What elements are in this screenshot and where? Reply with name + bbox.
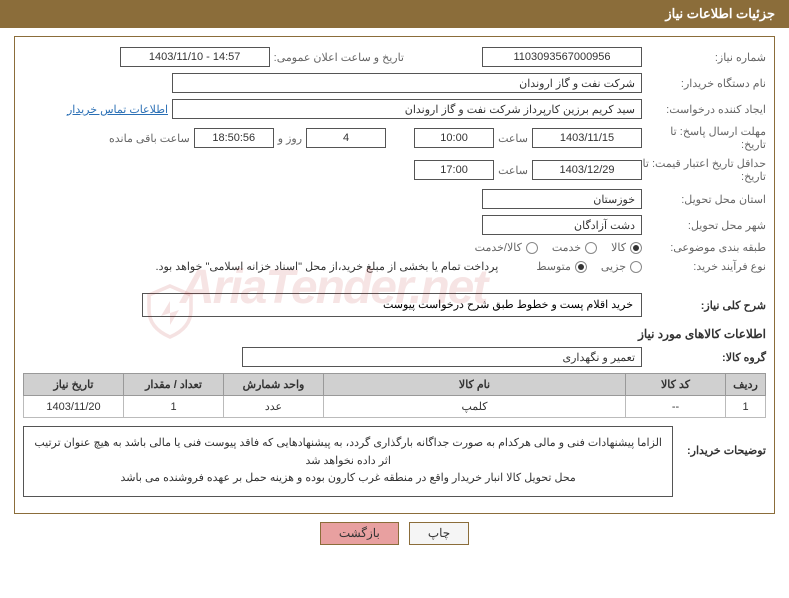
buyer-org-label: نام دستگاه خریدار:: [646, 77, 766, 90]
days-label: روز و: [278, 132, 302, 145]
form-panel: شماره نیاز: 1103093567000956 تاریخ و ساع…: [14, 36, 775, 514]
notes-line2: محل تحویل کالا انبار خریدار واقع در منطق…: [32, 470, 664, 488]
validity-time-value: 17:00: [414, 160, 494, 180]
items-section-title: اطلاعات کالاهای مورد نیاز: [23, 327, 766, 341]
contact-link[interactable]: اطلاعات تماس خریدار: [67, 103, 168, 116]
radio-goods-input[interactable]: [630, 242, 642, 254]
validity-date-value: 1403/12/29: [532, 160, 642, 180]
radio-medium[interactable]: متوسط: [536, 260, 587, 273]
city-label: شهر محل تحویل:: [646, 219, 766, 232]
th-row: ردیف: [726, 374, 766, 396]
announce-date-label: تاریخ و ساعت اعلان عمومی:: [274, 51, 404, 64]
province-label: استان محل تحویل:: [646, 193, 766, 206]
back-button[interactable]: بازگشت: [320, 522, 399, 545]
requester-value: سید کریم برزین کارپرداز شرکت نفت و گاز ا…: [172, 99, 642, 119]
items-table: ردیف کد کالا نام کالا واحد شمارش تعداد /…: [23, 373, 766, 418]
need-number-value: 1103093567000956: [482, 47, 642, 67]
page-header: جزئیات اطلاعات نیاز: [0, 0, 789, 28]
validity-label: حداقل تاریخ اعتبار قیمت: تا تاریخ:: [646, 157, 766, 183]
page-title: جزئیات اطلاعات نیاز: [665, 6, 775, 21]
th-unit: واحد شمارش: [224, 374, 324, 396]
deadline-time-value: 10:00: [414, 128, 494, 148]
deadline-label: مهلت ارسال پاسخ: تا تاریخ:: [646, 125, 766, 151]
radio-service-input[interactable]: [585, 242, 597, 254]
cell-need-date: 1403/11/20: [24, 396, 124, 418]
remaining-label: ساعت باقی مانده: [109, 132, 190, 145]
print-button[interactable]: چاپ: [409, 522, 469, 545]
radio-goods[interactable]: کالا: [611, 241, 642, 254]
countdown-value: 18:50:56: [194, 128, 274, 148]
button-bar: چاپ بازگشت: [0, 522, 789, 545]
group-value: تعمیر و نگهداری: [242, 347, 642, 367]
notes-box: الزاما پیشنهادات فنی و مالی هرکدام به صو…: [23, 426, 673, 497]
th-qty: تعداد / مقدار: [124, 374, 224, 396]
city-value: دشت آزادگان: [482, 215, 642, 235]
radio-small[interactable]: جزیی: [601, 260, 642, 273]
th-code: کد کالا: [626, 374, 726, 396]
radio-small-input[interactable]: [630, 261, 642, 273]
purchase-type-radio-group: جزیی متوسط: [536, 260, 642, 273]
treasury-note: پرداخت تمام یا بخشی از مبلغ خرید،از محل …: [156, 260, 499, 273]
radio-goods-service-input[interactable]: [526, 242, 538, 254]
cell-unit: عدد: [224, 396, 324, 418]
radio-medium-input[interactable]: [575, 261, 587, 273]
th-name: نام کالا: [324, 374, 626, 396]
radio-goods-service[interactable]: کالا/خدمت: [475, 241, 538, 254]
summary-label: شرح کلی نیاز:: [646, 299, 766, 312]
th-need-date: تاریخ نیاز: [24, 374, 124, 396]
cell-code: --: [626, 396, 726, 418]
time-label-1: ساعت: [498, 132, 528, 145]
cell-name: کلمپ: [324, 396, 626, 418]
days-count-value: 4: [306, 128, 386, 148]
notes-line1: الزاما پیشنهادات فنی و مالی هرکدام به صو…: [32, 435, 664, 470]
purchase-type-label: نوع فرآیند خرید:: [646, 260, 766, 273]
buyer-org-value: شرکت نفت و گاز اروندان: [172, 73, 642, 93]
cell-qty: 1: [124, 396, 224, 418]
cell-row: 1: [726, 396, 766, 418]
deadline-date-value: 1403/11/15: [532, 128, 642, 148]
category-label: طبقه بندی موضوعی:: [646, 241, 766, 254]
group-label: گروه کالا:: [646, 351, 766, 364]
notes-label: توضیحات خریدار:: [677, 426, 766, 457]
summary-value: خرید اقلام پست و خطوط طبق شرح درخواست پی…: [142, 293, 642, 317]
radio-service[interactable]: خدمت: [552, 241, 597, 254]
requester-label: ایجاد کننده درخواست:: [646, 103, 766, 116]
category-radio-group: کالا خدمت کالا/خدمت: [475, 241, 642, 254]
need-number-label: شماره نیاز:: [646, 51, 766, 64]
province-value: خوزستان: [482, 189, 642, 209]
announce-date-value: 1403/11/10 - 14:57: [120, 47, 270, 67]
time-label-2: ساعت: [498, 164, 528, 177]
table-row: 1 -- کلمپ عدد 1 1403/11/20: [24, 396, 766, 418]
